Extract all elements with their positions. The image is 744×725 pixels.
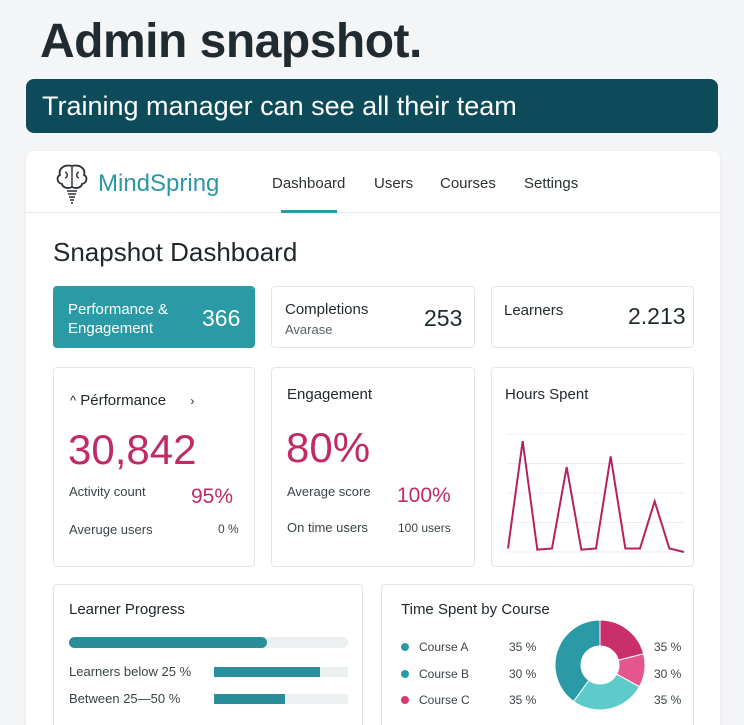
- subtitle-banner: Training manager can see all their team: [26, 79, 718, 133]
- caret-up-icon[interactable]: ^: [70, 393, 77, 408]
- activity-pct: 95%: [191, 485, 234, 508]
- top-navigation: MindSpring Dashboard Users Courses Setti…: [26, 151, 720, 213]
- app-window: MindSpring Dashboard Users Courses Setti…: [26, 151, 720, 725]
- donut-slice: [599, 619, 645, 661]
- stat-sublabel: Avarase: [285, 322, 333, 337]
- learner-progress-title: Learner Progress: [69, 601, 185, 618]
- stat-label: Completions: [285, 301, 369, 318]
- time-by-course-card: Time Spent by Course Course A 35 % Cours…: [381, 584, 694, 725]
- progress-row-label: Learners below 25 %: [69, 664, 192, 679]
- progress-row-fill: [214, 667, 320, 677]
- hours-spent-card: Hours Spent: [491, 367, 694, 567]
- donut-label: 30 %: [654, 667, 682, 681]
- stat-label-line1: Performance &: [68, 301, 169, 318]
- stat-value: 366: [202, 305, 241, 331]
- chevron-right-icon[interactable]: ›: [190, 394, 195, 408]
- donut-slice: [572, 673, 641, 711]
- engagement-total: 80%: [286, 424, 371, 471]
- legend-course-name: Course C: [419, 693, 470, 707]
- legend-course-name: Course A: [419, 640, 469, 654]
- legend-course-name: Course B: [419, 667, 470, 681]
- legend-dot: [401, 670, 409, 678]
- donut-slice: [554, 619, 601, 703]
- progress-row-fill: [214, 694, 286, 704]
- progress-row-label: Between 25—50 %: [69, 691, 181, 706]
- nav-users[interactable]: Users: [374, 175, 414, 192]
- performance-title: Pérformance: [80, 392, 167, 409]
- nav-courses[interactable]: Courses: [440, 175, 496, 192]
- hours-series-line: [507, 440, 685, 553]
- learner-progress-card: Learner Progress Learners below 25 % Bet…: [53, 584, 363, 725]
- time-by-course-title: Time Spent by Course: [401, 601, 550, 618]
- nav-dashboard[interactable]: Dashboard: [272, 175, 346, 192]
- average-users-label: Averuge users: [69, 522, 153, 537]
- average-score-pct: 100%: [397, 484, 451, 507]
- engagement-card: Engagement 80% Average score 100% On tim…: [271, 367, 475, 567]
- stat-value: 253: [424, 305, 463, 331]
- progress-row-track: [214, 694, 348, 704]
- nav-active-indicator: [281, 210, 337, 213]
- stat-completions[interactable]: Completions Avarase 253: [271, 286, 475, 348]
- time-by-course-donut: [554, 619, 646, 711]
- brand-name[interactable]: MindSpring: [98, 170, 220, 197]
- hours-spent-chart: [507, 433, 685, 553]
- activity-label: Activity count: [69, 484, 146, 499]
- stat-performance-engagement[interactable]: Performance & Engagement 366: [53, 286, 255, 348]
- performance-card: ^ Pérformance › 30,842 Activity count 95…: [53, 367, 255, 567]
- performance-title-row: ^ Pérformance ›: [70, 392, 194, 409]
- engagement-title: Engagement: [287, 386, 373, 403]
- legend-dot: [401, 696, 409, 704]
- overall-progress-track: [69, 637, 348, 648]
- legend-course-pct: 35 %: [509, 640, 537, 654]
- headline: Admin snapshot.: [40, 15, 422, 68]
- stat-label: Learners: [504, 302, 564, 319]
- ontime-value: 100 users: [398, 521, 451, 535]
- activity-total: 30,842: [68, 426, 197, 473]
- legend-course-pct: 35 %: [509, 693, 537, 707]
- ontime-label: On time users: [287, 520, 368, 535]
- legend-dot: [401, 643, 409, 651]
- stat-label-line2: Engagement: [68, 320, 154, 337]
- page-title: Snapshot Dashboard: [53, 237, 298, 267]
- average-users-value: 0 %: [218, 522, 239, 536]
- legend-course-pct: 30 %: [509, 667, 537, 681]
- donut-label: 35 %: [654, 693, 682, 707]
- stat-value: 2.213: [628, 303, 686, 329]
- hours-spent-title: Hours Spent: [505, 386, 589, 403]
- progress-row-track: [214, 667, 348, 677]
- stat-learners[interactable]: Learners 2.213: [491, 286, 694, 348]
- average-score-label: Average score: [287, 484, 371, 499]
- brain-logo-icon: [56, 164, 88, 204]
- nav-settings[interactable]: Settings: [524, 175, 579, 192]
- overall-progress-fill: [69, 637, 268, 648]
- donut-label: 35 %: [654, 640, 682, 654]
